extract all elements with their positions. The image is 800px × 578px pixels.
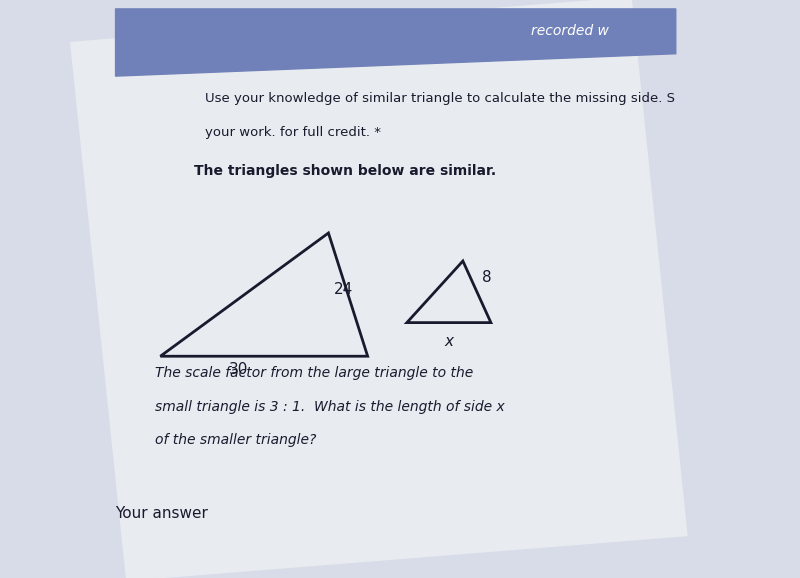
Text: your work. for full credit. *: your work. for full credit. * (205, 125, 381, 139)
Polygon shape (115, 9, 676, 76)
Text: The scale factor from the large triangle to the: The scale factor from the large triangle… (154, 366, 473, 380)
Text: small triangle is 3 : 1.  What is the length of side x: small triangle is 3 : 1. What is the len… (154, 399, 505, 414)
Text: Your answer: Your answer (115, 506, 209, 521)
Text: Use your knowledge of similar triangle to calculate the missing side. S: Use your knowledge of similar triangle t… (205, 92, 675, 105)
Text: 8: 8 (482, 271, 492, 286)
Text: of the smaller triangle?: of the smaller triangle? (154, 434, 316, 447)
Polygon shape (70, 0, 687, 578)
Text: 24: 24 (334, 281, 354, 297)
Text: x: x (444, 334, 454, 349)
Text: recorded w: recorded w (530, 24, 609, 38)
Text: The triangles shown below are similar.: The triangles shown below are similar. (194, 164, 496, 179)
Text: 30: 30 (229, 362, 249, 377)
